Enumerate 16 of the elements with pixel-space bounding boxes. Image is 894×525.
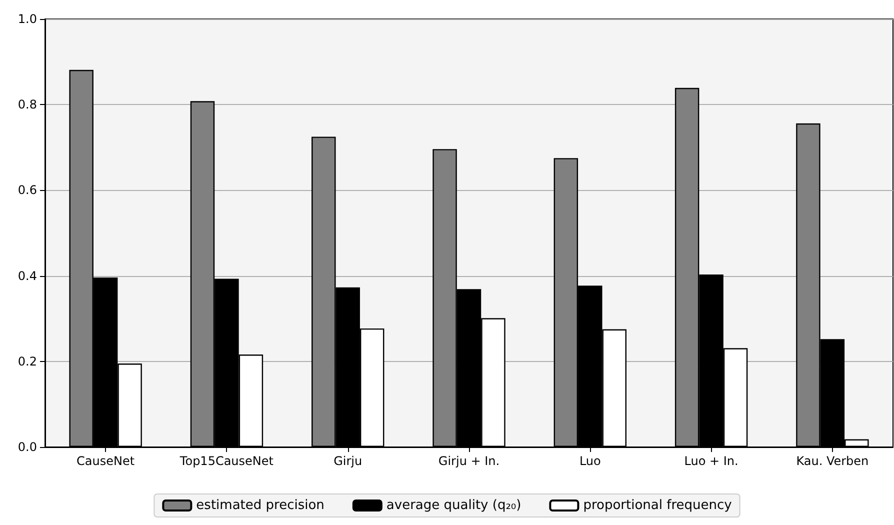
x-tick-label: Girju	[334, 454, 362, 468]
y-tick-label: 0.2	[18, 354, 37, 368]
x-tick-label: Kau. Verben	[796, 454, 869, 468]
x-tick-label: Luo	[579, 454, 601, 468]
y-tick-label: 0.0	[18, 440, 37, 454]
legend-label: estimated precision	[196, 498, 324, 513]
x-tick-label: Girju + In.	[438, 454, 500, 468]
y-tick-label: 0.6	[18, 183, 37, 198]
legend-label: proportional frequency	[583, 498, 732, 513]
x-tick-label: Luo + In.	[684, 454, 738, 468]
legend-label: average quality (q₂₀)	[386, 498, 522, 513]
y-tick-label: 0.8	[18, 98, 37, 112]
x-tick-label: Top15CauseNet	[178, 454, 274, 468]
y-tick-label: 0.4	[18, 268, 37, 283]
y-tick-label: 1.0	[18, 12, 37, 26]
x-tick-label: CauseNet	[76, 454, 135, 468]
